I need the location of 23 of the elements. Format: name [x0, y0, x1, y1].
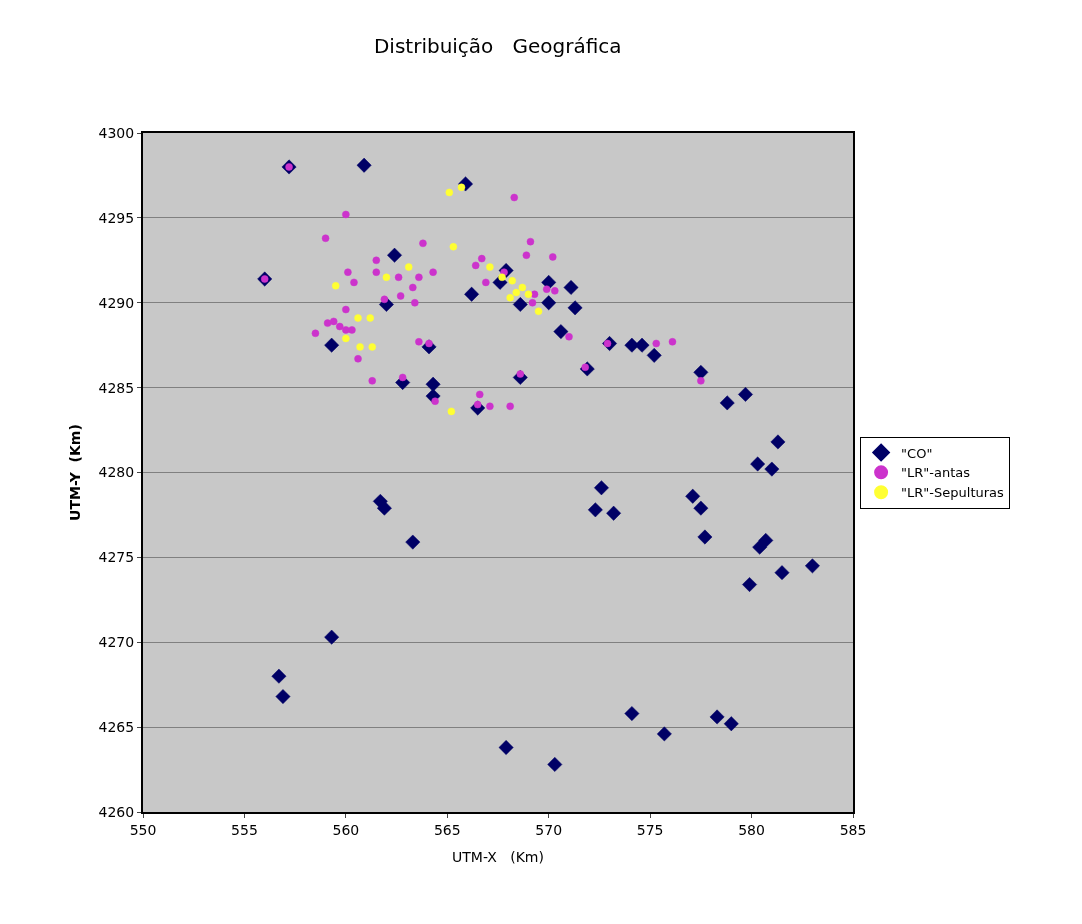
y-tick-label: 4265: [98, 719, 135, 736]
x-axis-title: UTM-X (Km): [452, 848, 544, 865]
chart-title: Distribuição Geográfica: [373, 34, 622, 59]
x-tick-label: 580: [738, 821, 765, 838]
y-tick-label: 4275: [98, 549, 135, 566]
y-tick-label: 4285: [98, 379, 135, 396]
x-tick-label: 575: [636, 821, 664, 838]
x-tick-label: 565: [433, 821, 461, 838]
x-tick-label: 555: [231, 821, 258, 838]
legend-label: "CO": [901, 445, 933, 461]
x-tick-label: 560: [332, 821, 360, 838]
x-tick-label: 570: [535, 821, 563, 838]
y-tick-label: 4295: [98, 209, 135, 226]
y-tick-label: 4290: [98, 294, 135, 311]
x-tick-label: 585: [839, 821, 867, 838]
legend-label: "LR"-Sepulturas: [901, 485, 1005, 501]
x-tick-label: 550: [129, 821, 157, 838]
y-tick-label: 4270: [98, 634, 135, 651]
y-tick-label: 4260: [98, 803, 135, 820]
y-tick-label: 4280: [98, 464, 135, 481]
legend-label: "LR"-antas: [901, 465, 971, 481]
y-tick-label: 4300: [98, 124, 135, 141]
y-axis-title: UTM-Y (Km): [66, 424, 83, 521]
